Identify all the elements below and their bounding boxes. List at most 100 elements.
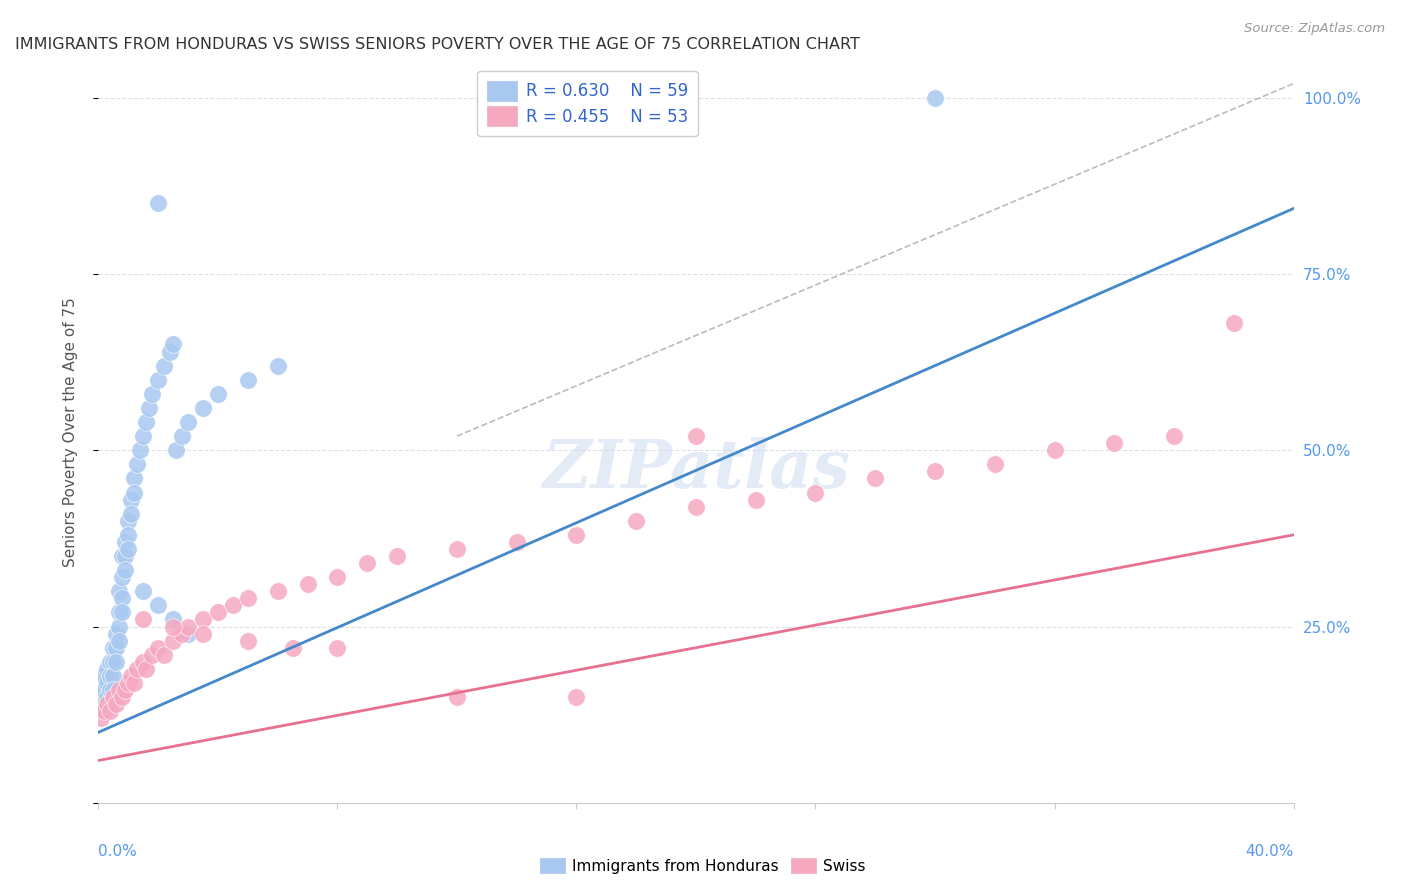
Text: Source: ZipAtlas.com: Source: ZipAtlas.com bbox=[1244, 22, 1385, 36]
Point bbox=[984, 458, 1007, 472]
Text: 40.0%: 40.0% bbox=[1246, 844, 1294, 858]
Point bbox=[90, 690, 112, 704]
Point bbox=[105, 626, 128, 640]
Point bbox=[132, 655, 155, 669]
Y-axis label: Seniors Poverty Over the Age of 75: Seniors Poverty Over the Age of 75 bbox=[63, 298, 77, 567]
Point bbox=[685, 500, 707, 514]
Point bbox=[148, 373, 170, 387]
Point bbox=[236, 633, 259, 648]
Point bbox=[162, 633, 184, 648]
Point bbox=[506, 535, 529, 549]
Point bbox=[103, 683, 125, 698]
Point bbox=[111, 549, 134, 563]
Point bbox=[191, 612, 214, 626]
Point bbox=[120, 669, 142, 683]
Point bbox=[132, 584, 155, 599]
Point bbox=[281, 640, 304, 655]
Point bbox=[159, 344, 181, 359]
Point bbox=[924, 91, 946, 105]
Point bbox=[108, 619, 131, 633]
Point bbox=[191, 401, 214, 415]
Point bbox=[120, 507, 142, 521]
Point bbox=[127, 662, 149, 676]
Point bbox=[103, 640, 125, 655]
Point bbox=[297, 577, 319, 591]
Point bbox=[326, 570, 349, 584]
Point bbox=[177, 619, 200, 633]
Point bbox=[385, 549, 409, 563]
Text: IMMIGRANTS FROM HONDURAS VS SWISS SENIORS POVERTY OVER THE AGE OF 75 CORRELATION: IMMIGRANTS FROM HONDURAS VS SWISS SENIOR… bbox=[15, 37, 859, 52]
Point bbox=[114, 535, 136, 549]
Point bbox=[267, 584, 290, 599]
Point bbox=[1163, 429, 1185, 443]
Point bbox=[172, 429, 194, 443]
Point bbox=[1223, 316, 1246, 330]
Point bbox=[148, 599, 170, 613]
Point bbox=[207, 387, 229, 401]
Legend: Immigrants from Honduras, Swiss: Immigrants from Honduras, Swiss bbox=[534, 852, 872, 880]
Text: ZIPatlas: ZIPatlas bbox=[543, 437, 849, 502]
Point bbox=[96, 690, 118, 704]
Point bbox=[98, 704, 122, 718]
Point bbox=[162, 612, 184, 626]
Point bbox=[90, 711, 112, 725]
Point bbox=[1043, 443, 1066, 458]
Point bbox=[127, 458, 149, 472]
Point bbox=[177, 626, 200, 640]
Point bbox=[124, 676, 146, 690]
Point bbox=[222, 599, 245, 613]
Point bbox=[114, 563, 136, 577]
Point bbox=[745, 492, 768, 507]
Point bbox=[191, 626, 214, 640]
Point bbox=[132, 612, 155, 626]
Point bbox=[96, 676, 118, 690]
Point bbox=[108, 606, 131, 620]
Point bbox=[148, 196, 170, 211]
Point bbox=[93, 704, 115, 718]
Point bbox=[172, 626, 194, 640]
Point bbox=[98, 655, 122, 669]
Point bbox=[114, 549, 136, 563]
Point bbox=[117, 541, 139, 556]
Point bbox=[111, 690, 134, 704]
Point bbox=[93, 697, 115, 711]
Point bbox=[326, 640, 349, 655]
Point bbox=[138, 401, 160, 415]
Point bbox=[114, 683, 136, 698]
Point bbox=[111, 606, 134, 620]
Point bbox=[356, 556, 378, 570]
Point bbox=[103, 690, 125, 704]
Point bbox=[446, 541, 468, 556]
Point bbox=[236, 591, 259, 606]
Point bbox=[132, 429, 155, 443]
Point bbox=[124, 471, 146, 485]
Point bbox=[117, 528, 139, 542]
Point bbox=[108, 584, 131, 599]
Point bbox=[626, 514, 648, 528]
Point bbox=[105, 640, 128, 655]
Point bbox=[804, 485, 827, 500]
Point bbox=[1104, 436, 1126, 450]
Point bbox=[162, 619, 184, 633]
Point bbox=[924, 464, 946, 478]
Point bbox=[207, 606, 229, 620]
Point bbox=[90, 676, 112, 690]
Point bbox=[103, 669, 125, 683]
Point bbox=[105, 655, 128, 669]
Legend: R = 0.630    N = 59, R = 0.455    N = 53: R = 0.630 N = 59, R = 0.455 N = 53 bbox=[477, 70, 697, 136]
Point bbox=[148, 640, 170, 655]
Point bbox=[129, 443, 152, 458]
Point bbox=[141, 387, 163, 401]
Point bbox=[177, 415, 200, 429]
Text: 0.0%: 0.0% bbox=[98, 844, 138, 858]
Point bbox=[165, 443, 187, 458]
Point bbox=[117, 676, 139, 690]
Point bbox=[108, 633, 131, 648]
Point bbox=[446, 690, 468, 704]
Point bbox=[124, 485, 146, 500]
Point bbox=[565, 690, 588, 704]
Point bbox=[98, 669, 122, 683]
Point bbox=[267, 359, 290, 373]
Point bbox=[98, 683, 122, 698]
Point bbox=[135, 415, 157, 429]
